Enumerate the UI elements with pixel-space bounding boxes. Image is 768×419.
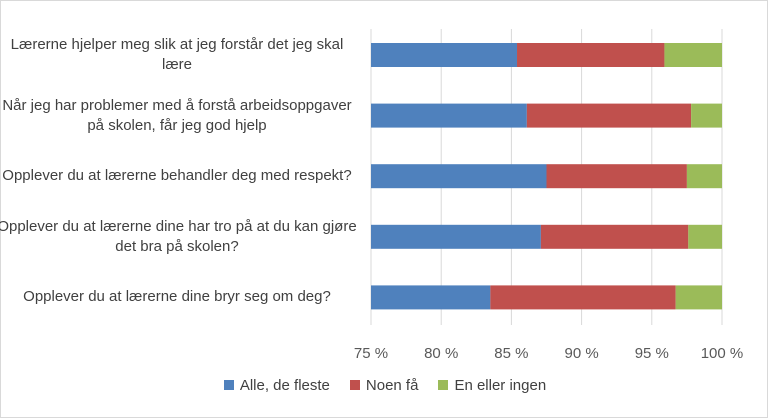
category-label: Opplever du at lærerne behandler deg med…: [2, 167, 352, 185]
legend-swatch: [223, 380, 234, 390]
bar-segment-en-eller-ingen: [691, 103, 722, 128]
x-tick-label: 100 %: [701, 345, 744, 362]
x-tick-label: 95 %: [635, 345, 669, 362]
legend: Alle, de fleste Noen få En eller ingen: [1, 377, 768, 394]
category-label: Opplever du at lærerne dine bryr seg om …: [23, 288, 331, 306]
legend-label: Alle, de fleste: [239, 377, 330, 394]
x-tick-label: 85 %: [494, 345, 528, 362]
bar-segment-noen-f-: [490, 285, 676, 310]
bar-segment-noen-f-: [526, 103, 692, 128]
category-label: Opplever du at lærerne dine har tro på a…: [0, 217, 357, 255]
bar-segment-alle-de-fleste: [371, 224, 541, 249]
bar-segment-noen-f-: [540, 224, 689, 249]
bar-segment-en-eller-ingen: [675, 285, 722, 310]
bar-segment-alle-de-fleste: [371, 285, 491, 310]
category-label: Lærerne hjelper meg slik at jeg forstår …: [10, 36, 344, 73]
bar-segment-alle-de-fleste: [371, 103, 527, 128]
legend-item: En eller ingen: [438, 377, 546, 394]
bar-segment-en-eller-ingen: [688, 224, 722, 249]
legend-swatch: [349, 380, 360, 390]
legend-swatch: [438, 380, 449, 390]
bar-segment-alle-de-fleste: [371, 43, 518, 67]
legend-item: Alle, de fleste: [223, 377, 330, 394]
legend-item: Noen få: [349, 377, 419, 394]
bar-segment-noen-f-: [517, 43, 665, 67]
legend-label: En eller ingen: [454, 377, 547, 394]
x-tick-label: 80 %: [424, 345, 458, 362]
x-tick-label: 75 %: [354, 345, 388, 362]
x-tick-label: 90 %: [564, 345, 598, 362]
bar-segment-en-eller-ingen: [664, 43, 722, 67]
bar-segment-alle-de-fleste: [371, 164, 547, 189]
bar-segment-en-eller-ingen: [686, 164, 722, 189]
legend-label: Noen få: [365, 377, 419, 394]
bar-segment-noen-f-: [546, 164, 687, 189]
category-label: Når jeg har problemer med å forstå arbei…: [2, 96, 352, 134]
